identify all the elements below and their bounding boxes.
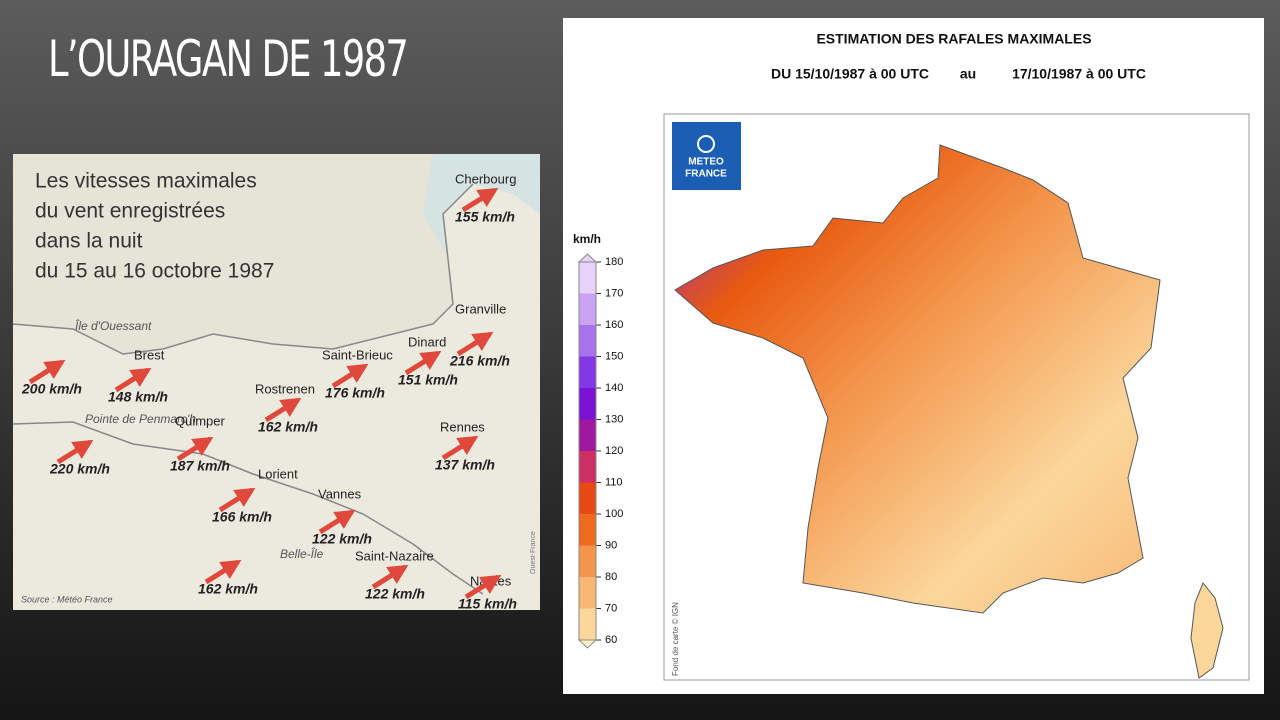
- place-name: Vannes: [318, 486, 362, 501]
- credit: Ouest-France: [530, 531, 537, 574]
- place-name: Pointe de Penmarc'h: [85, 412, 196, 426]
- legend-unit: km/h: [573, 232, 601, 246]
- wind-speed: 137 km/h: [435, 457, 495, 473]
- wind-arrow: [456, 331, 494, 357]
- wind-arrow: [464, 574, 502, 600]
- france: [674, 144, 1161, 614]
- map-title: ESTIMATION DES RAFALES MAXIMALES: [816, 31, 1091, 47]
- wind-speed: 166 km/h: [212, 509, 272, 525]
- wind-arrow: [56, 439, 94, 465]
- heading-line: du vent enregistrées: [35, 200, 225, 223]
- place-name: Brest: [134, 347, 165, 362]
- place-name: Cherbourg: [455, 171, 516, 186]
- wind-arrow: [331, 363, 369, 389]
- place-name: Rennes: [440, 419, 485, 434]
- legend-swatch: [579, 482, 596, 514]
- legend-label: 100: [605, 508, 623, 520]
- source: Source : Météo France: [21, 594, 113, 604]
- legend-swatch: [579, 388, 596, 420]
- wind-arrow: [404, 350, 442, 376]
- legend-label: 70: [605, 602, 617, 614]
- wind-speed: 155 km/h: [455, 209, 515, 225]
- wind-arrow: [218, 487, 256, 513]
- wind-speed: 122 km/h: [365, 586, 425, 602]
- place-name: Quimper: [175, 413, 226, 428]
- legend-swatch: [579, 293, 596, 325]
- legend-border: [578, 261, 597, 641]
- wind-speed: 151 km/h: [398, 372, 458, 388]
- legend-swatch: [579, 325, 596, 357]
- legend-swatch: [579, 545, 596, 577]
- wind-speed: 148 km/h: [108, 389, 168, 405]
- legend-swatch: [579, 262, 596, 294]
- wind-arrow: [441, 435, 479, 461]
- legend-swatch: [579, 356, 596, 388]
- legend-label: 80: [605, 571, 617, 583]
- heading-line: du 15 au 16 octobre 1987: [35, 260, 274, 283]
- coastline: [13, 183, 474, 355]
- corsica: [1190, 582, 1224, 679]
- period-sep: au: [960, 66, 976, 82]
- legend-label: 170: [605, 287, 623, 299]
- wind-arrow: [176, 436, 214, 462]
- legend-label: 120: [605, 445, 623, 457]
- legend-label: 60: [605, 634, 617, 646]
- legend-label: 140: [605, 382, 623, 394]
- wind-speed: 162 km/h: [198, 581, 258, 597]
- logo: [672, 122, 741, 190]
- wind-arrow: [28, 359, 66, 385]
- logo-text: FRANCE: [685, 169, 727, 180]
- place-name: Saint-Nazaire: [355, 548, 434, 563]
- map-credit: Fond de carte © IGN: [671, 602, 680, 676]
- coastline: [13, 421, 484, 595]
- logo-icon: [697, 135, 715, 153]
- place-name: Île d'Ouessant: [75, 318, 152, 333]
- place-name: Granville: [455, 301, 506, 316]
- legend-label: 130: [605, 413, 623, 425]
- land: [13, 184, 540, 610]
- wind-arrow: [264, 397, 302, 423]
- legend-swatch: [579, 608, 596, 640]
- slide-title: L’OURAGAN DE 1987: [48, 30, 409, 88]
- wind-arrow: [461, 187, 499, 213]
- wind-speed: 176 km/h: [325, 385, 385, 401]
- newspaper-map: Les vitesses maximales du vent enregistré…: [13, 154, 540, 610]
- wind-speed: 200 km/h: [21, 381, 82, 397]
- legend-label: 160: [605, 319, 623, 331]
- wind-arrow: [371, 564, 409, 590]
- legend-swatch: [579, 451, 596, 483]
- wind-speed: 162 km/h: [258, 419, 318, 435]
- legend-label: 110: [605, 476, 623, 488]
- legend-label: 150: [605, 350, 623, 362]
- logo-text: METEO: [688, 157, 724, 168]
- labels: Les vitesses maximales du vent enregistré…: [21, 170, 537, 610]
- legend-swatch: [579, 577, 596, 609]
- wind-speed: 122 km/h: [312, 531, 372, 547]
- wind-arrow: [318, 509, 356, 535]
- legend-label: 90: [605, 539, 617, 551]
- period-end: 17/10/1987 à 00 UTC: [1012, 66, 1146, 82]
- wind-speed: 187 km/h: [170, 458, 230, 474]
- heading-line: Les vitesses maximales: [35, 170, 257, 193]
- meteo-map: METEO FRANCE ESTIMATION DES RAFALES MAXI…: [563, 18, 1264, 694]
- legend-swatch: [579, 514, 596, 546]
- place-name: Lorient: [258, 466, 298, 481]
- heading-line: dans la nuit: [35, 230, 143, 253]
- place-name: Rostrenen: [255, 381, 315, 396]
- period-start: DU 15/10/1987 à 00 UTC: [771, 66, 929, 82]
- wind-arrow: [204, 559, 242, 585]
- place-name: Dinard: [408, 334, 446, 349]
- legend: 180 170 160 150 140 130 120 110 100 90 80 70 60: [577, 253, 623, 649]
- wind-speed: 115 km/h: [458, 596, 517, 610]
- place-name: Belle-Île: [280, 546, 324, 561]
- wind-arrow: [114, 367, 152, 393]
- legend-swatch: [579, 419, 596, 451]
- wind-speed: 220 km/h: [49, 461, 110, 477]
- wind-speed: 216 km/h: [449, 353, 510, 369]
- legend-label: 180: [605, 256, 623, 268]
- place-name: Saint-Brieuc: [322, 347, 393, 362]
